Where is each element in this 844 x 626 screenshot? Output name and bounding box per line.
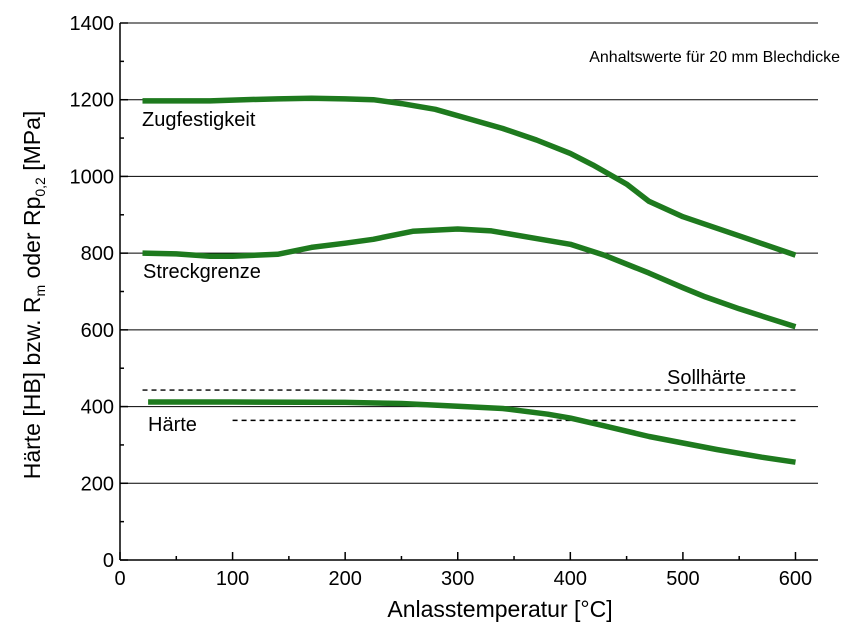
y-tick-label-1200: 1200 (70, 90, 115, 112)
reference-label-sollhaerte: Sollhärte (667, 367, 746, 389)
annotation-text: Anhaltswerte für 20 mm Blechdicke (589, 49, 840, 66)
y-tick-label-1400: 1400 (70, 13, 115, 35)
series-line-streckgrenze (142, 226, 797, 330)
series-label-zugfestigkeit: Zugfestigkeit (142, 109, 256, 131)
reference-lines (142, 389, 796, 422)
series-line-haerte (148, 399, 796, 465)
y-tick-label-1000: 1000 (70, 166, 115, 188)
y-axis-title: Härte [HB] bzw. Rm oder Rp0,2 [MPa] (19, 111, 48, 480)
y-tick-label-600: 600 (81, 320, 114, 342)
x-tick-label-200: 200 (328, 568, 361, 590)
tick-marks: 0 200 400 600 800 1000 1200 1400 0 100 200 300 400 50… (70, 13, 813, 590)
series-label-haerte: Härte (148, 414, 197, 436)
x-tick-label-0: 0 (114, 568, 125, 590)
series-line-zugfestigkeit (142, 95, 797, 258)
y-axis-title-suffix: [MPa] (19, 111, 45, 177)
y-tick-label-200: 200 (81, 473, 114, 495)
y-axis-title-sub-02: 0,2 (32, 177, 48, 197)
y-tick-label-400: 400 (81, 397, 114, 419)
axes (119, 23, 818, 561)
y-tick-label-0: 0 (103, 550, 114, 572)
gridlines (120, 22, 818, 484)
y-axis-title-middle: oder Rp (19, 197, 45, 285)
y-tick-label-800: 800 (81, 243, 114, 265)
x-tick-label-500: 500 (666, 568, 699, 590)
series-lines (142, 95, 797, 465)
x-tick-label-100: 100 (216, 568, 249, 590)
y-axis-title-sub-m: m (32, 285, 48, 297)
x-tick-label-400: 400 (554, 568, 587, 590)
x-axis-title: Anlasstemperatur [°C] (387, 596, 612, 622)
x-tick-label-300: 300 (441, 568, 474, 590)
x-tick-label-600: 600 (779, 568, 812, 590)
series-label-streckgrenze: Streckgrenze (143, 261, 261, 283)
y-axis-title-prefix: Härte [HB] bzw. R (19, 297, 45, 480)
